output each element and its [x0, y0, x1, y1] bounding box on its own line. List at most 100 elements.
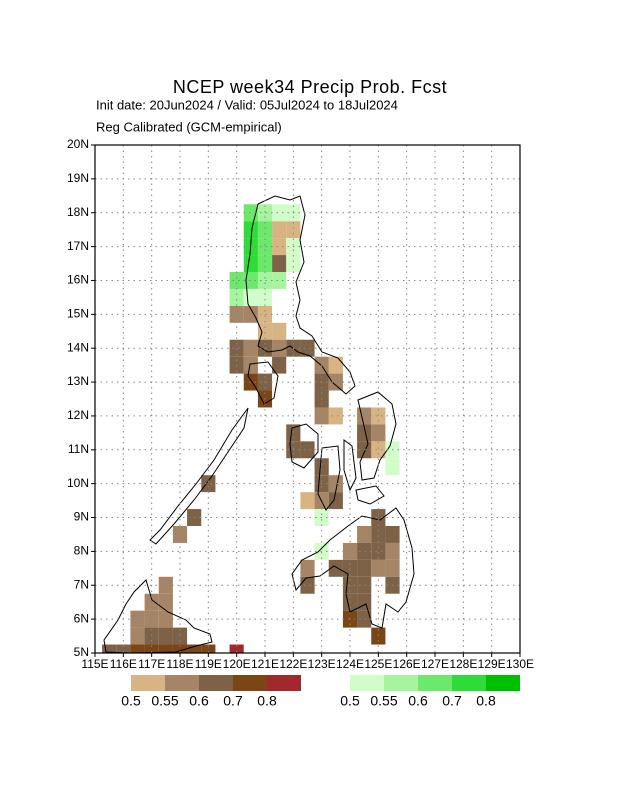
prob-cell [257, 339, 273, 357]
prob-cell [314, 458, 329, 476]
prob-cell [272, 322, 287, 340]
prob-cell [286, 221, 301, 239]
axes: 115E 116E 117E 118E 119E 120E 121E 122E 123E 124E… [67, 137, 534, 671]
x-tick-label: 130E [506, 657, 534, 671]
prob-cell [357, 424, 372, 442]
title: NCEP week34 Precip Prob. Fcst [173, 77, 447, 97]
prob-cell [243, 356, 258, 374]
legend-swatch [267, 675, 301, 691]
prob-cell [357, 593, 372, 611]
prob-cell [272, 356, 287, 374]
y-tick-label: 9N [74, 510, 89, 524]
prob-cell [357, 576, 372, 594]
x-tick-label: 119E [195, 657, 222, 671]
prob-cell [243, 305, 258, 323]
prob-cell [201, 475, 216, 493]
prob-cell [229, 339, 244, 357]
prob-cell [328, 559, 343, 577]
prob-cell [243, 221, 258, 239]
prob-cell [229, 272, 244, 289]
prob-cell [300, 492, 315, 510]
prob-cell [229, 288, 244, 306]
prob-cell [257, 305, 273, 323]
prob-cell [102, 644, 117, 653]
prob-cell [385, 458, 400, 476]
x-tick-label: 129E [478, 657, 506, 671]
plot-frame [94, 144, 521, 654]
y-tick-label: 18N [67, 205, 89, 219]
prob-cell [286, 424, 301, 442]
prob-cell [172, 627, 188, 645]
coast-mindoro [247, 361, 279, 405]
x-tick-label: 121E [251, 657, 279, 671]
prob-cell [328, 356, 343, 374]
legend-label: 0.8 [476, 693, 496, 709]
prob-cell [300, 576, 315, 594]
prob-cell [116, 644, 131, 653]
prob-cell [357, 542, 372, 560]
x-tick-label: 123E [308, 657, 336, 671]
y-tick-label: 6N [74, 611, 89, 625]
prob-cell [243, 255, 258, 272]
prob-cell [243, 288, 258, 306]
coast-luzon [245, 195, 356, 395]
x-tick-label: 115E [81, 657, 108, 671]
legend-swatch [199, 675, 233, 691]
prob-cell [130, 627, 145, 645]
y-tick-label: 17N [67, 239, 89, 253]
x-tick-label: 124E [336, 657, 364, 671]
y-tick-label: 13N [67, 374, 89, 388]
y-tick-label: 14N [67, 340, 89, 354]
prob-cell [300, 559, 315, 577]
prob-cell [257, 238, 273, 256]
x-tick-label: 127E [421, 657, 449, 671]
method-note: Reg Calibrated (GCM-empirical) [96, 119, 282, 134]
y-tick-label: 15N [67, 307, 89, 321]
prob-cell [272, 204, 287, 222]
prob-cell [243, 339, 258, 357]
prob-cell [172, 644, 188, 653]
legend-swatch [350, 675, 384, 691]
x-tick-label: 120E [223, 657, 251, 671]
prob-cell [371, 441, 386, 459]
coast-mindanao [291, 507, 415, 629]
legend-swatch [418, 675, 452, 691]
prob-cell [272, 238, 287, 256]
prob-cell [158, 610, 173, 628]
x-tick-label: 125E [364, 657, 392, 671]
prob-cell [371, 542, 386, 560]
coast-cebu [343, 439, 357, 492]
x-tick-label: 126E [393, 657, 421, 671]
prob-cell [130, 644, 145, 653]
prob-cell [272, 255, 287, 272]
prob-cell [257, 272, 273, 289]
prob-cell [187, 644, 202, 653]
y-tick-label: 12N [67, 408, 89, 422]
prob-cell [286, 255, 301, 272]
prob-cell [158, 644, 173, 653]
legend-label: 0.6 [408, 693, 428, 709]
prob-cell [357, 526, 372, 543]
prob-cell [371, 559, 386, 577]
coast-palawan [149, 407, 249, 545]
x-tick-label: 118E [166, 657, 193, 671]
x-tick-label: 117E [138, 657, 165, 671]
prob-cell [201, 644, 216, 653]
subtitle: Init date: 20Jun2024 / Valid: 05Jul2024 … [96, 97, 398, 112]
prob-cell [243, 272, 258, 289]
prob-cell [257, 221, 273, 239]
y-tick-label: 5N [74, 645, 89, 659]
prob-cell [357, 610, 372, 628]
y-tick-label: 11N [68, 442, 89, 456]
coast-panay [289, 423, 319, 469]
prob-cell [300, 441, 315, 459]
legend-label: 0.5 [340, 693, 360, 709]
legend-swatch [165, 675, 199, 691]
prob-cell [172, 526, 188, 543]
coast-bohol [355, 485, 385, 505]
prob-cell [328, 373, 343, 391]
y-tick-label: 19N [67, 171, 89, 185]
prob-cell [328, 475, 343, 493]
prob-cell [144, 627, 159, 645]
